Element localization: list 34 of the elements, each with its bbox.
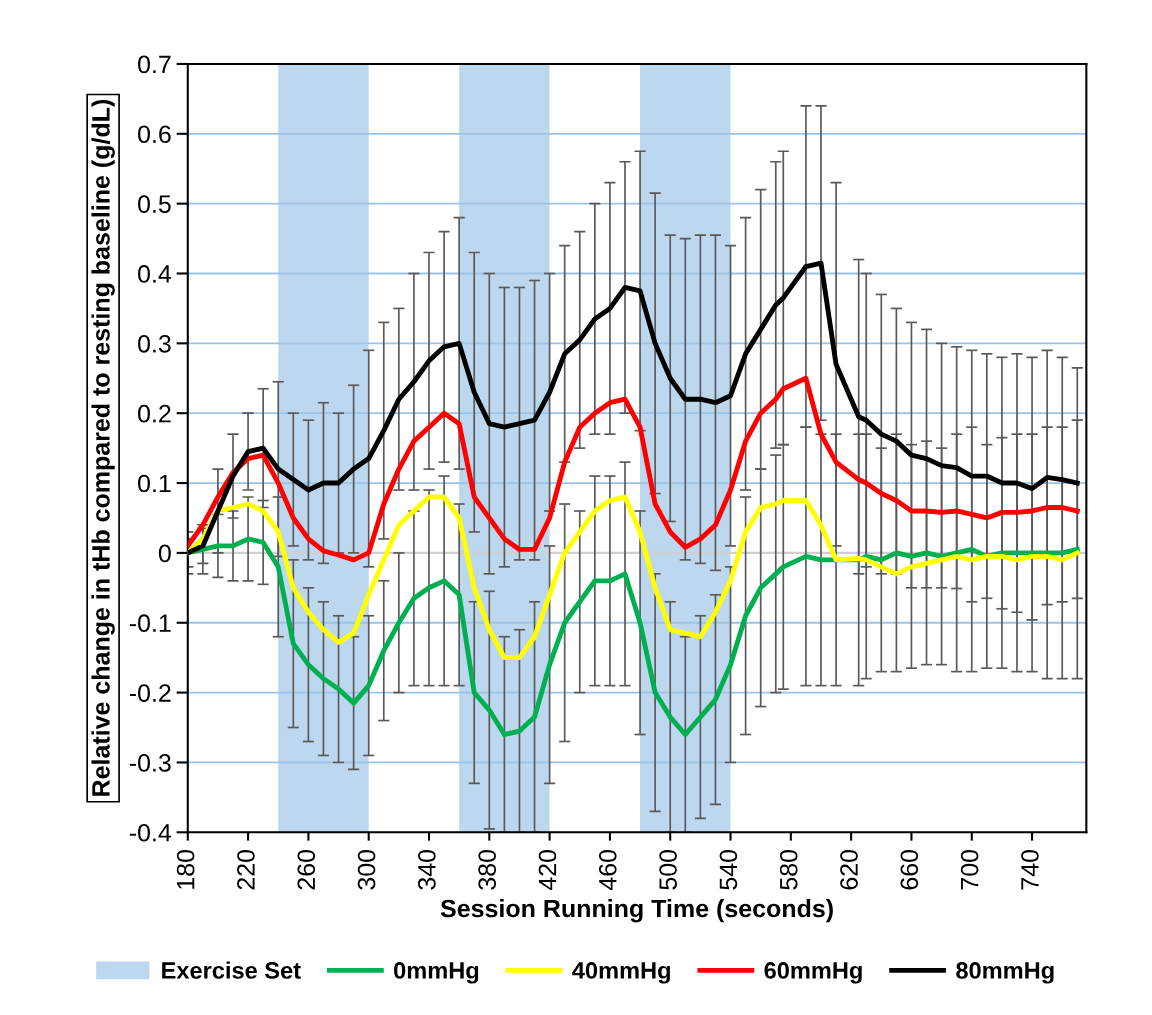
legend-label: 0mmHg [394,962,479,984]
y-tick-label: 0.3 [138,334,171,353]
x-tick-label: 260 [297,849,316,890]
x-tick-label: 420 [538,849,557,891]
legend-label: 80mmHg [956,962,1054,984]
x-tick-label: 500 [659,849,677,890]
y-tick-label: 0.1 [138,474,171,493]
x-axis-title: Session Running Time (seconds) [440,899,833,923]
x-tick-label: 540 [719,849,738,890]
legend-label: 40mmHg [572,962,670,984]
x-tick-label: 580 [779,849,798,890]
x-tick-label: 460 [598,849,617,891]
y-tick-label: -0.3 [129,754,171,772]
y-tick-label: 0.6 [138,125,171,144]
y-tick-label: 0.2 [138,404,171,423]
x-tick-label: 180 [176,849,195,889]
x-tick-label: 380 [478,849,497,890]
y-tick-label: 0.4 [138,265,172,283]
x-tick-label: 620 [840,849,858,890]
y-tick-label: 0 [158,544,171,563]
x-tick-label: 740 [1021,849,1039,890]
y-tick-label: -0.4 [129,823,172,842]
y-tick-label: 0.7 [138,55,171,74]
legend-label: Exercise Set [162,961,301,979]
x-tick-label: 660 [900,849,919,890]
x-tick-label: 340 [418,849,436,890]
y-axis-title: Relative change in tHb compared to resting baseline (g/dL) [91,99,115,796]
x-tick-label: 700 [960,849,979,890]
legend-label: 60mmHg [764,962,862,984]
x-tick-label: 300 [357,849,376,890]
y-tick-label: 0.5 [138,195,171,213]
y-tick-label: -0.1 [129,614,171,633]
x-tick-label: 220 [237,849,255,890]
y-tick-label: -0.2 [129,684,171,702]
